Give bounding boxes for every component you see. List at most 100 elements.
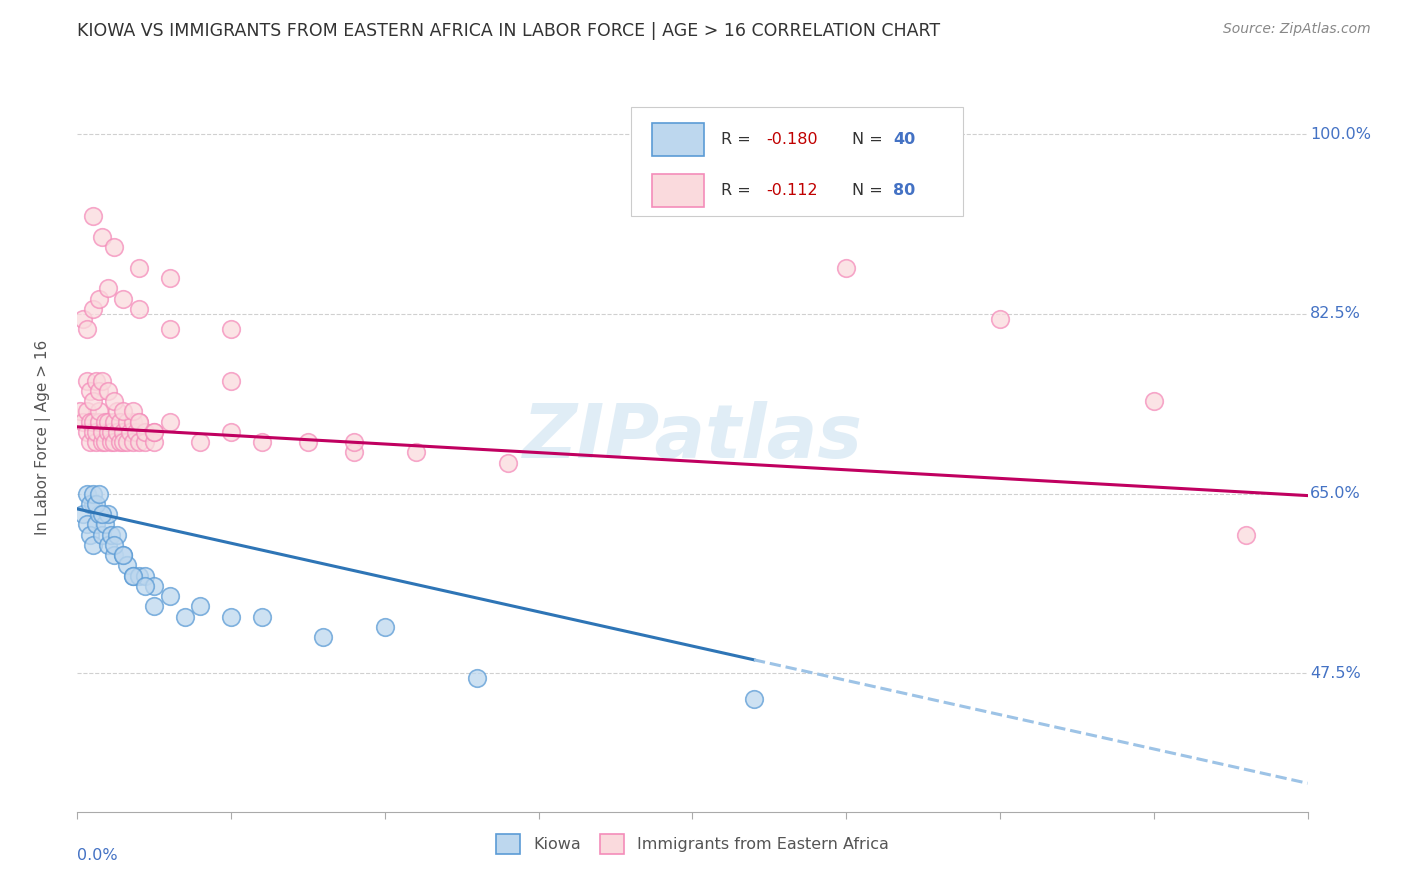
Point <box>112 548 135 562</box>
Point <box>128 568 150 582</box>
Point <box>69 404 91 418</box>
Point <box>94 415 117 429</box>
Point <box>82 486 104 500</box>
Point <box>143 425 166 439</box>
Point <box>97 507 120 521</box>
Point <box>188 435 212 450</box>
Text: 80: 80 <box>893 183 915 197</box>
Point <box>97 415 120 429</box>
Point <box>82 538 104 552</box>
Point <box>112 404 135 418</box>
Point <box>87 507 110 521</box>
Point <box>72 507 94 521</box>
Point <box>128 301 150 316</box>
Point <box>105 404 128 418</box>
Point <box>219 322 242 336</box>
Point <box>103 240 125 254</box>
Point <box>97 425 120 439</box>
Point <box>76 322 98 336</box>
Legend: Kiowa, Immigrants from Eastern Africa: Kiowa, Immigrants from Eastern Africa <box>489 828 896 860</box>
Point <box>87 292 110 306</box>
Point <box>496 456 519 470</box>
Point <box>100 425 122 439</box>
Point <box>84 425 107 439</box>
Point <box>159 415 181 429</box>
Text: R =: R = <box>721 183 755 197</box>
Point <box>84 374 107 388</box>
Point <box>159 322 181 336</box>
Point <box>112 425 135 439</box>
Point <box>115 435 138 450</box>
Point <box>82 210 104 224</box>
Point <box>250 609 273 624</box>
Point <box>188 599 212 614</box>
Point <box>72 415 94 429</box>
Point <box>87 384 110 398</box>
Point <box>90 374 114 388</box>
Point <box>79 384 101 398</box>
Point <box>76 486 98 500</box>
Point <box>115 558 138 573</box>
Point <box>90 527 114 541</box>
Point <box>343 445 366 459</box>
Point <box>125 425 148 439</box>
Point <box>134 579 156 593</box>
Point <box>1143 394 1166 409</box>
Point <box>84 517 107 532</box>
FancyBboxPatch shape <box>631 107 963 216</box>
Point <box>84 497 107 511</box>
Point <box>143 579 166 593</box>
Point <box>97 384 120 398</box>
Point <box>219 374 242 388</box>
Point <box>82 301 104 316</box>
Point <box>90 435 114 450</box>
Point <box>82 425 104 439</box>
FancyBboxPatch shape <box>652 123 703 156</box>
Text: 65.0%: 65.0% <box>1310 486 1361 501</box>
Text: 0.0%: 0.0% <box>77 847 118 863</box>
Point <box>82 497 104 511</box>
Point <box>250 435 273 450</box>
Point <box>1234 527 1257 541</box>
Point <box>988 312 1011 326</box>
Point <box>343 435 366 450</box>
Text: N =: N = <box>852 183 883 197</box>
Point <box>835 260 858 275</box>
Point <box>465 671 488 685</box>
Point <box>79 435 101 450</box>
Point <box>134 425 156 439</box>
Point <box>90 230 114 244</box>
Point <box>87 415 110 429</box>
Point <box>103 548 125 562</box>
Text: 47.5%: 47.5% <box>1310 665 1361 681</box>
Point <box>159 589 181 603</box>
Point <box>121 415 143 429</box>
Point <box>94 435 117 450</box>
Point <box>105 527 128 541</box>
Text: ZIPatlas: ZIPatlas <box>523 401 862 474</box>
Point <box>121 568 143 582</box>
Point <box>103 435 125 450</box>
Point <box>94 517 117 532</box>
Point <box>110 415 132 429</box>
Point <box>128 260 150 275</box>
Point <box>84 435 107 450</box>
Point <box>742 691 765 706</box>
Point <box>100 435 122 450</box>
Point <box>103 394 125 409</box>
Point <box>128 415 150 429</box>
Point <box>90 425 114 439</box>
Point <box>79 527 101 541</box>
Point <box>405 445 427 459</box>
Point <box>121 435 143 450</box>
Point <box>128 415 150 429</box>
Point <box>112 292 135 306</box>
Point <box>312 630 335 644</box>
Text: N =: N = <box>852 132 883 147</box>
Text: Source: ZipAtlas.com: Source: ZipAtlas.com <box>1223 22 1371 37</box>
Point <box>82 394 104 409</box>
Text: 40: 40 <box>893 132 915 147</box>
Point <box>82 415 104 429</box>
Point <box>143 435 166 450</box>
Text: -0.112: -0.112 <box>766 183 818 197</box>
